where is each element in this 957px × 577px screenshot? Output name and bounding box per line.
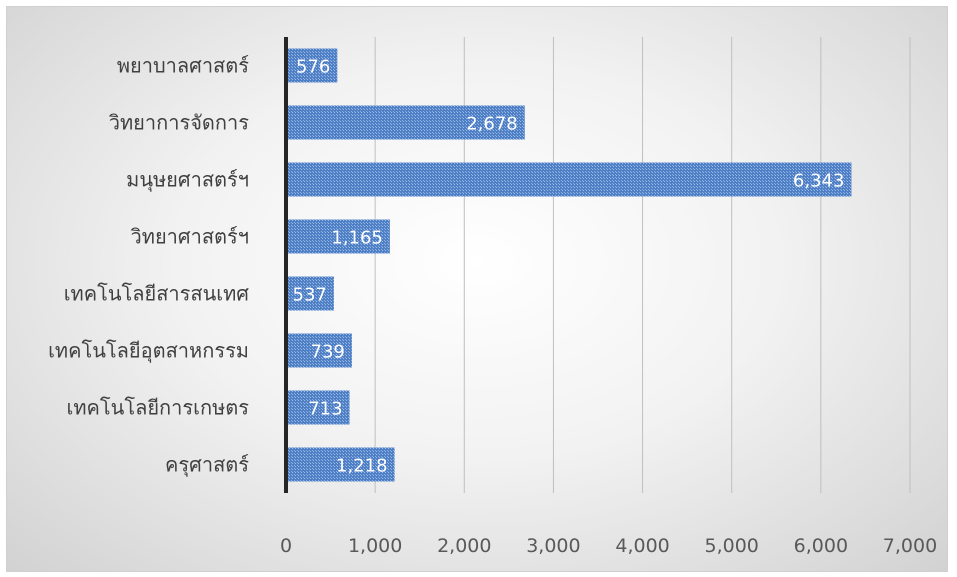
category-label: วิทยาศาสตร์ฯ [131, 225, 249, 249]
bar[interactable] [286, 333, 352, 368]
data-label: 6,343 [793, 171, 845, 192]
bar[interactable] [286, 105, 525, 140]
data-label: 537 [293, 285, 327, 306]
x-tick-label: 5,000 [705, 535, 759, 557]
data-label: 1,218 [336, 456, 388, 477]
x-tick-label: 2,000 [437, 535, 491, 557]
x-tick-label: 0 [280, 535, 292, 557]
x-tick-label: 6,000 [794, 535, 848, 557]
data-label: 2,678 [466, 114, 518, 135]
category-label: เทคโนโลยีสารสนเทศ [64, 282, 250, 306]
bar[interactable] [286, 48, 338, 83]
x-tick-label: 4,000 [615, 535, 669, 557]
x-tick-label: 1,000 [348, 535, 402, 557]
bar[interactable] [286, 390, 350, 425]
category-label: เทคโนโลยีอุตสาหกรรม [48, 339, 249, 364]
bar[interactable] [286, 162, 852, 197]
category-label: วิทยาการจัดการ [109, 111, 249, 135]
x-tick-label: 7,000 [883, 535, 937, 557]
category-label: พยาบาลศาสตร์ [117, 54, 249, 78]
data-label: 1,165 [331, 228, 383, 249]
chart-frame: 576 2,678 6,343 1,165 537 739 713 1,218 0 1,000 2… [6, 6, 948, 572]
bar[interactable] [286, 219, 390, 254]
category-label: ครุศาสตร์ [165, 453, 249, 478]
data-label: 739 [311, 342, 345, 363]
bar-chart: 576 2,678 6,343 1,165 537 739 713 1,218 0 1,000 2… [48, 37, 937, 557]
x-tick-label: 3,000 [526, 535, 580, 557]
data-label: 713 [308, 399, 342, 420]
category-label: มนุษยศาสตร์ฯ [126, 168, 249, 193]
bar[interactable] [286, 447, 395, 482]
data-label: 576 [296, 57, 330, 78]
bar[interactable] [286, 276, 334, 311]
category-label: เทคโนโลยีการเกษตร [67, 396, 250, 420]
